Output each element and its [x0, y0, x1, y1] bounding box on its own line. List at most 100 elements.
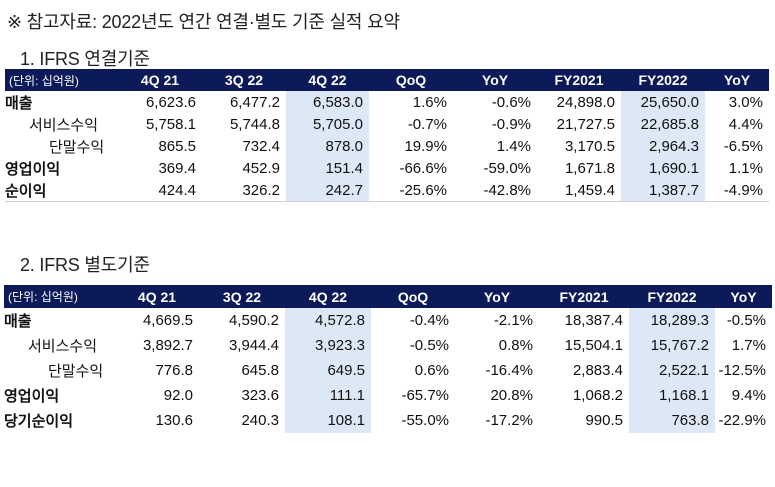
table-cell: -0.4% [409, 312, 449, 329]
column-header: 4Q 21 [118, 69, 202, 91]
table-header-row: (단위: 십억원) 4Q 21 3Q 22 4Q 22 QoQ YoY FY20… [4, 285, 772, 308]
table-cell: -42.8% [453, 179, 537, 202]
table-cell: 92.0 [163, 387, 193, 404]
table-row: 영업이익 369.4 452.9 151.4 -66.6% -59.0% 1,6… [5, 157, 769, 179]
table-cell: 1.1% [728, 159, 763, 177]
row-label: 단말수익 [49, 138, 105, 156]
table-cell: -55.0% [401, 412, 449, 429]
table-cell: -16.4% [485, 362, 533, 379]
table-cell: 323.6 [241, 387, 279, 404]
table-cell: 649.5 [285, 358, 371, 383]
table-header-row: (단위: 십억원) 4Q 21 3Q 22 4Q 22 QoQ YoY FY20… [5, 69, 769, 91]
table-cell: 763.8 [629, 408, 715, 433]
column-header: 3Q 22 [199, 285, 285, 308]
row-label: 당기순이익 [4, 413, 74, 430]
table-cell: -59.0% [483, 159, 531, 177]
table-cell: 732.4 [242, 137, 280, 155]
table-row: 서비스수익 5,758.1 5,744.8 5,705.0 -0.7% -0.9… [5, 113, 769, 135]
table-cell: 15,504.1 [564, 337, 623, 354]
table-cell: 5,744.8 [229, 115, 280, 133]
column-header: QoQ [371, 285, 455, 308]
table-cell: -25.6% [369, 179, 453, 202]
table-cell: 3.0% [728, 93, 763, 111]
table-cell: 242.7 [286, 179, 369, 202]
table-cell: 20.8% [490, 387, 533, 404]
table-cell: 1,459.4 [537, 179, 621, 202]
column-header: YoY [453, 69, 537, 91]
table-cell: 4.4% [728, 115, 763, 133]
column-header: 4Q 22 [285, 285, 371, 308]
table-cell: 19.9% [404, 137, 447, 155]
table-cell: 24,898.0 [556, 93, 615, 111]
row-label: 매출 [4, 313, 32, 330]
table-cell: 2,522.1 [629, 358, 715, 383]
table-cell: 130.6 [155, 412, 193, 429]
footnote-title: ※ 참고자료: 2022년도 연간 연결·별도 기준 실적 요약 [7, 12, 400, 32]
table-cell: 1,690.1 [621, 157, 705, 179]
table-cell: 25,650.0 [621, 91, 705, 113]
table-row: 영업이익 92.0 323.6 111.1 -65.7% 20.8% 1,068… [4, 383, 772, 408]
row-label: 서비스수익 [29, 116, 99, 134]
table-row: 단말수익 865.5 732.4 878.0 19.9% 1.4% 3,170.… [5, 135, 769, 157]
table-cell: 1.7% [731, 337, 766, 354]
table-cell: 22,685.8 [621, 113, 705, 135]
column-header: YoY [705, 69, 769, 91]
table-row: 매출 6,623.6 6,477.2 6,583.0 1.6% -0.6% 24… [5, 91, 769, 113]
table-cell: 240.3 [241, 412, 279, 429]
table-cell: -0.5% [726, 312, 766, 329]
row-label: 단말수익 [48, 363, 104, 380]
table-cell: 1,168.1 [629, 383, 715, 408]
table-cell: 21,727.5 [556, 115, 615, 133]
column-header: 3Q 22 [202, 69, 286, 91]
column-header: 4Q 21 [115, 285, 199, 308]
table-cell: 4,590.2 [228, 312, 279, 329]
table-cell: 4,669.5 [142, 312, 193, 329]
row-label: 순이익 [5, 179, 118, 202]
table-cell: -12.5% [718, 362, 766, 379]
table-cell: 3,892.7 [142, 337, 193, 354]
table-cell: 369.4 [158, 159, 196, 177]
table-cell: 865.5 [158, 137, 196, 155]
table-cell: 6,583.0 [286, 91, 369, 113]
table-cell: 15,767.2 [629, 333, 715, 358]
table-cell: 18,289.3 [629, 308, 715, 333]
unit-label: (단위: 십억원) [4, 285, 115, 308]
table-cell: 108.1 [285, 408, 371, 433]
table-cell: -0.7% [407, 115, 447, 133]
table-cell: 3,170.5 [564, 137, 615, 155]
table-cell: 5,705.0 [286, 113, 369, 135]
table-cell: 0.6% [414, 362, 449, 379]
table-cell: 326.2 [202, 179, 286, 202]
table-cell: -0.9% [491, 115, 531, 133]
table-cell: 1.4% [496, 137, 531, 155]
table-cell: -4.9% [705, 179, 769, 202]
table-cell: -2.1% [493, 312, 533, 329]
table-cell: 452.9 [242, 159, 280, 177]
table-row: 단말수익 776.8 645.8 649.5 0.6% -16.4% 2,883… [4, 358, 772, 383]
table-cell: 1.6% [412, 93, 447, 111]
table-cell: 6,477.2 [229, 93, 280, 111]
table-cell: 2,964.3 [621, 135, 705, 157]
column-header: YoY [455, 285, 539, 308]
column-header: QoQ [369, 69, 453, 91]
table-row: 순이익 424.4 326.2 242.7 -25.6% -42.8% 1,45… [5, 179, 769, 202]
column-header: FY2022 [621, 69, 705, 91]
column-header: 4Q 22 [286, 69, 369, 91]
table-cell: 5,758.1 [145, 115, 196, 133]
separate-results-table: (단위: 십억원) 4Q 21 3Q 22 4Q 22 QoQ YoY FY20… [4, 285, 772, 433]
table-cell: 645.8 [241, 362, 279, 379]
column-header: YoY [715, 285, 772, 308]
table-cell: -66.6% [399, 159, 447, 177]
table-row: 서비스수익 3,892.7 3,944.4 3,923.3 -0.5% 0.8%… [4, 333, 772, 358]
table-row: 매출 4,669.5 4,590.2 4,572.8 -0.4% -2.1% 1… [4, 308, 772, 333]
table-cell: -0.6% [491, 93, 531, 111]
table-cell: 0.8% [498, 337, 533, 354]
table-cell: -22.9% [718, 412, 766, 429]
column-header: FY2022 [629, 285, 715, 308]
row-label: 서비스수익 [28, 338, 98, 355]
table-cell: 4,572.8 [285, 308, 371, 333]
table-cell: 1,387.7 [621, 179, 705, 202]
table-cell: -65.7% [401, 387, 449, 404]
unit-label: (단위: 십억원) [5, 69, 118, 91]
table-cell: 1,068.2 [572, 387, 623, 404]
